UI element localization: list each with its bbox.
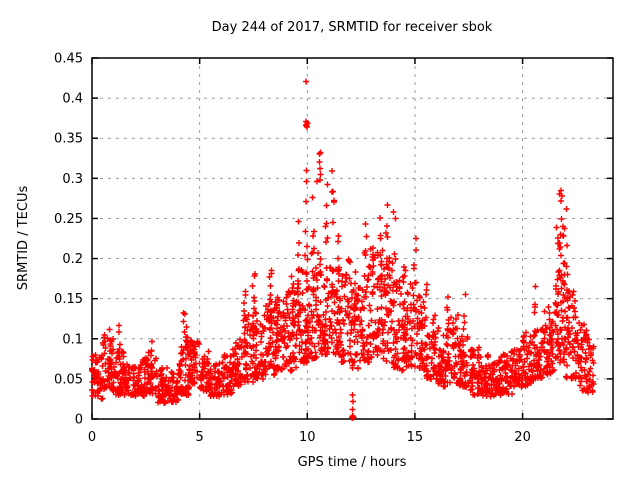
y-tick-label: 0.1 <box>62 332 83 347</box>
y-tick-label: 0 <box>75 413 83 428</box>
y-tick-label: 0.45 <box>54 52 83 67</box>
y-tick-label: 0.05 <box>54 372 83 387</box>
x-tick-label: 20 <box>514 430 531 445</box>
x-tick-labels: 0 5 10 15 20 <box>88 430 531 445</box>
y-tick-label: 0.3 <box>62 172 83 187</box>
x-tick-label: 0 <box>88 430 96 445</box>
y-tick-label: 0.25 <box>54 212 83 227</box>
y-tick-label: 0.4 <box>62 92 83 107</box>
chart-title: Day 244 of 2017, SRMTID for receiver sbo… <box>212 20 493 35</box>
y-tick-label: 0.2 <box>62 252 83 267</box>
scatter-data-points <box>89 78 597 421</box>
x-tick-label: 15 <box>407 430 424 445</box>
x-axis-label: GPS time / hours <box>298 455 407 470</box>
y-tick-label: 0.15 <box>54 292 83 307</box>
y-axis-label: SRMTID / TECUs <box>16 186 31 291</box>
x-tick-label: 5 <box>196 430 204 445</box>
x-tick-label: 10 <box>299 430 316 445</box>
y-tick-label: 0.35 <box>54 132 83 147</box>
y-tick-labels: 0 0.05 0.1 0.15 0.2 0.25 0.3 0.35 0.4 0.45 <box>54 52 83 428</box>
